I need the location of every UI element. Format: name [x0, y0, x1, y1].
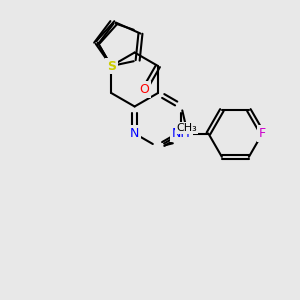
Text: N: N [130, 127, 139, 140]
Text: CH₃: CH₃ [176, 123, 197, 133]
Text: S: S [107, 59, 116, 73]
Text: N: N [177, 127, 186, 140]
Text: F: F [259, 127, 266, 140]
Text: O: O [140, 83, 149, 96]
Text: NH: NH [172, 127, 191, 140]
